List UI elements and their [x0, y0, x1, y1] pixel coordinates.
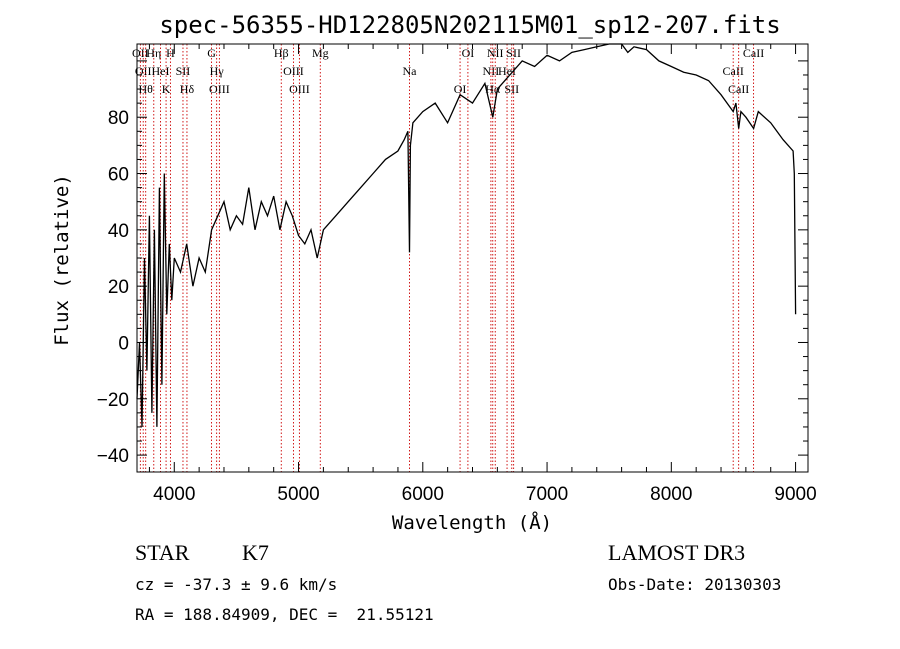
line-marker-label: Hβ: [274, 46, 289, 60]
line-marker-label: OI: [462, 46, 475, 60]
plot-frame: [136, 43, 809, 473]
line-marker-label: CaII: [723, 64, 744, 78]
line-marker-label: SII: [176, 64, 191, 78]
y-axis-label: Flux (relative): [51, 174, 73, 346]
survey-name: LAMOST DR3: [608, 540, 746, 565]
line-marker-label: Hθ: [138, 82, 153, 96]
line-marker-label: H: [166, 46, 175, 60]
line-marker-label: SII: [504, 82, 519, 96]
line-marker-label: Na: [403, 64, 418, 78]
y-tick-label: 0: [118, 333, 129, 354]
x-tick-label: 9000: [774, 484, 816, 505]
object-subclass: K7: [242, 540, 269, 565]
x-tick-label: 6000: [402, 484, 444, 505]
line-marker-label: CaII: [728, 82, 749, 96]
line-marker-label: OI: [454, 82, 467, 96]
observation-date: Obs-Date: 20130303: [608, 575, 782, 594]
line-markers: OIIOIIHθHηHeIKHSIIHδGHγOIIIHβOIIIOIIIMgN…: [132, 44, 764, 472]
line-marker-label: HeI: [151, 64, 169, 78]
x-tick-label: 8000: [650, 484, 692, 505]
line-marker-label: NII: [487, 46, 504, 60]
spectrum-line: [136, 43, 797, 427]
line-marker-label: Mg: [312, 46, 329, 60]
line-marker-label: OII: [132, 46, 149, 60]
y-tick-label: 20: [108, 277, 129, 298]
y-tick-label: −40: [97, 446, 129, 467]
line-marker-label: K: [162, 82, 171, 96]
line-marker-label: Hδ: [180, 82, 195, 96]
line-marker-label: NII: [483, 64, 500, 78]
line-marker-label: OIII: [283, 64, 304, 78]
x-axis-label: Wavelength (Å): [392, 511, 552, 534]
y-tick-label: −20: [97, 390, 129, 411]
line-marker-label: Hγ: [210, 64, 225, 78]
redshift-cz: cz = -37.3 ± 9.6 km/s: [135, 575, 338, 594]
x-tick-label: 5000: [277, 484, 319, 505]
object-class: STAR: [135, 540, 190, 565]
x-axis: 4000 5000 6000 7000 8000 9000: [148, 44, 817, 505]
y-axis: −40 −20 0 20 40 60 80: [97, 60, 808, 467]
line-marker-label: OIII: [289, 82, 310, 96]
x-tick-label: 4000: [153, 484, 195, 505]
line-marker-label: G: [207, 46, 216, 60]
line-marker-label: HeI: [498, 64, 516, 78]
y-tick-label: 40: [108, 221, 129, 242]
coordinates: RA = 188.84909, DEC = 21.55121: [135, 605, 434, 624]
line-marker-label: SII: [506, 46, 521, 60]
y-tick-label: 80: [108, 108, 129, 129]
line-marker-label: CaII: [743, 46, 764, 60]
chart-title: spec-56355-HD122805N202115M01_sp12-207.f…: [159, 11, 780, 39]
x-tick-label: 7000: [526, 484, 568, 505]
y-tick-label: 60: [108, 165, 129, 186]
line-marker-label: Hη: [146, 46, 161, 60]
line-marker-label: OIII: [209, 82, 230, 96]
